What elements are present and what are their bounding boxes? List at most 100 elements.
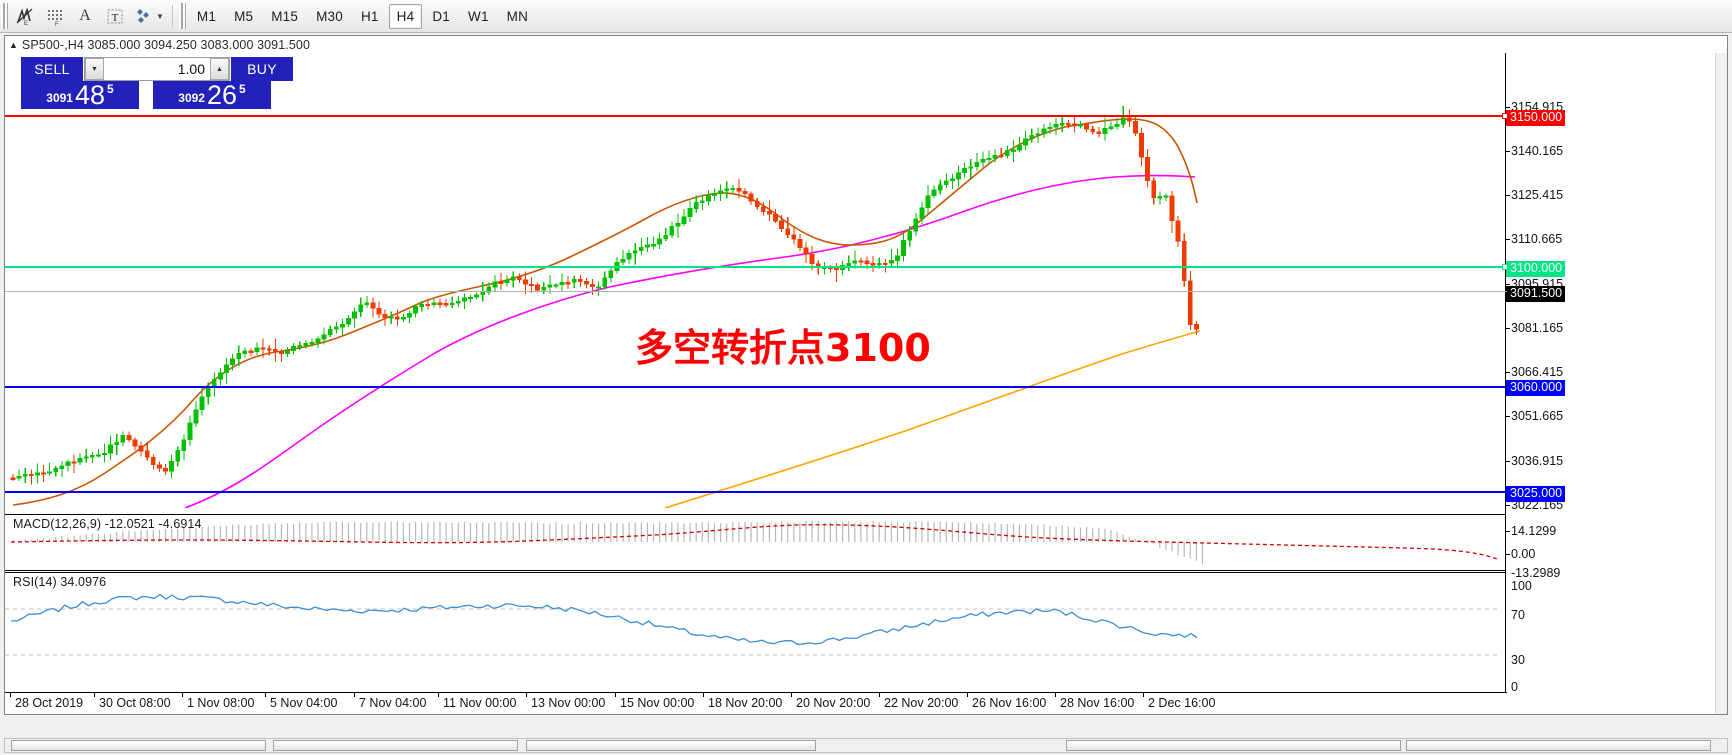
svg-text:F: F — [55, 22, 59, 26]
price-label-3025[interactable]: 3025.000 — [1506, 486, 1566, 502]
one-click-trade-panel: SELL ▼ 1.00 ▲ BUY 3091 48 5 3092 26 5 — [21, 57, 293, 109]
timeframe-toolbar-grip[interactable] — [178, 3, 186, 29]
volume-increment-button[interactable]: ▲ — [210, 58, 229, 80]
scrollbar-segment[interactable] — [1406, 740, 1711, 751]
horizontal-scrollbar[interactable] — [4, 738, 1728, 753]
svg-text:E: E — [24, 21, 28, 26]
time-label: 15 Nov 00:00 — [614, 692, 695, 710]
price-tick: 3125.415 — [1506, 188, 1563, 202]
volume-decrement-button[interactable]: ▼ — [85, 58, 104, 80]
price-tick: 3066.415 — [1506, 365, 1563, 379]
rsi-chart-svg — [5, 593, 1500, 656]
time-label: 30 Oct 08:00 — [94, 692, 171, 710]
time-label: 22 Nov 20:00 — [878, 692, 959, 710]
timeframe-w1[interactable]: W1 — [468, 8, 489, 24]
time-label: 18 Nov 20:00 — [702, 692, 783, 710]
sell-button[interactable]: SELL — [21, 57, 83, 81]
price-tick: 3036.915 — [1506, 454, 1563, 468]
buy-price-fraction: 5 — [239, 82, 246, 96]
rsi-tick: 70 — [1511, 608, 1525, 622]
price-label-3100[interactable]: 3100.000 — [1506, 261, 1566, 277]
time-label: 28 Oct 2019 — [9, 692, 84, 710]
indicators-icon[interactable]: E — [10, 3, 40, 30]
level-line-3100[interactable] — [5, 264, 1508, 270]
price-label-3150[interactable]: 3150.000 — [1506, 110, 1566, 126]
rsi-tick: 100 — [1511, 579, 1532, 593]
level-line-3150[interactable] — [5, 113, 1508, 119]
price-label-3060[interactable]: 3060.000 — [1506, 380, 1566, 396]
grid-icon[interactable]: F — [40, 3, 70, 30]
time-label: 2 Dec 16:00 — [1142, 692, 1216, 710]
price-tick: 3110.665 — [1506, 232, 1562, 246]
rsi-tick: 30 — [1511, 653, 1525, 667]
buy-price-big: 26 — [206, 81, 238, 109]
macd-tick: 14.1299 — [1506, 524, 1556, 538]
time-label: 7 Nov 04:00 — [353, 692, 427, 710]
macd-chart-svg — [10, 521, 1498, 565]
macd-tick: 0.00 — [1506, 547, 1535, 561]
timeframe-m5[interactable]: M5 — [234, 8, 254, 24]
sell-price-prefix: 3091 — [46, 91, 73, 105]
timeframe-mn[interactable]: MN — [506, 8, 529, 24]
scrollbar-segment[interactable] — [273, 740, 518, 751]
rsi-pane[interactable]: RSI(14) 34.0976 — [5, 572, 1507, 704]
buy-button[interactable]: BUY — [231, 57, 293, 81]
trade-panel-price-row: 3091 48 5 3092 26 5 — [21, 81, 293, 109]
price-tick: 3140.165 — [1506, 144, 1563, 158]
scrollbar-segment[interactable] — [11, 740, 266, 751]
time-label: 26 Nov 16:00 — [966, 692, 1047, 710]
macd-tick: -13.2989 — [1511, 566, 1561, 580]
scrollbar-segment[interactable] — [1066, 740, 1401, 751]
price-pane[interactable] — [5, 53, 1507, 508]
vertical-scroll-gutter[interactable] — [1715, 36, 1727, 714]
chart-annotation-text[interactable]: 多空转折点3100 — [635, 326, 931, 370]
time-label: 1 Nov 08:00 — [181, 692, 255, 710]
rsi-label: RSI(14) 34.0976 — [13, 575, 107, 589]
chart-window: ▲ SP500-,H4 3085.000 3094.250 3083.000 3… — [4, 35, 1728, 715]
time-label: 11 Nov 00:00 — [437, 692, 517, 710]
volume-input[interactable]: 1.00 — [177, 61, 205, 77]
buy-price-prefix: 3092 — [178, 91, 205, 105]
sell-price-fraction: 5 — [107, 82, 114, 96]
time-label: 5 Nov 04:00 — [264, 692, 338, 710]
timeframe-m15[interactable]: M15 — [271, 8, 299, 24]
time-label: 20 Nov 20:00 — [790, 692, 871, 710]
shapes-icon[interactable] — [130, 3, 160, 30]
price-tick: 3081.165 — [1506, 321, 1563, 335]
toolbar-divider — [171, 5, 173, 27]
chevron-down-icon[interactable]: ▼ — [156, 11, 164, 21]
price-label-current: 3091.500 — [1506, 286, 1566, 302]
sell-price-display[interactable]: 3091 48 5 — [21, 81, 139, 109]
rsi-tick: 0 — [1511, 680, 1518, 694]
collapse-icon[interactable]: ▲ — [9, 39, 18, 50]
sell-price-big: 48 — [74, 81, 106, 109]
level-line-3025[interactable] — [5, 491, 1507, 493]
time-scale[interactable]: 28 Oct 2019 30 Oct 08:00 1 Nov 08:00 5 N… — [5, 692, 1507, 714]
level-line-current — [5, 291, 1507, 292]
level-line-3060[interactable] — [5, 386, 1507, 388]
timeframe-h1[interactable]: H1 — [360, 8, 379, 24]
symbol-info-bar: ▲ SP500-,H4 3085.000 3094.250 3083.000 3… — [5, 36, 1727, 53]
timeframe-m1[interactable]: M1 — [196, 8, 217, 24]
svg-text:T: T — [112, 12, 119, 24]
scrollbar-segment[interactable] — [526, 740, 816, 751]
time-label: 28 Nov 16:00 — [1054, 692, 1135, 710]
price-scale[interactable]: 3154.915 3140.165 3125.415 3110.665 3095… — [1505, 53, 1715, 704]
main-toolbar: E F A T ▼ M1 M5 M15 M30 H1 H4 D1 W1 MN — [0, 0, 1732, 33]
volume-stepper[interactable]: ▼ 1.00 ▲ — [84, 57, 230, 81]
text-tool-icon[interactable]: A — [79, 7, 91, 24]
price-tick: 3051.665 — [1506, 409, 1563, 423]
level-anchor-3150[interactable] — [1502, 113, 1508, 119]
timeframe-h4[interactable]: H4 — [388, 3, 423, 29]
trade-panel-top-row: SELL ▼ 1.00 ▲ BUY — [21, 57, 293, 81]
timeframe-m30[interactable]: M30 — [316, 8, 343, 24]
timeframe-d1[interactable]: D1 — [432, 8, 450, 24]
time-label: 13 Nov 00:00 — [525, 692, 606, 710]
macd-pane[interactable]: MACD(12,26,9) -12.0521 -4.6914 — [5, 514, 1507, 571]
text-label-icon[interactable]: T — [100, 3, 130, 30]
symbol-ohlc-text: SP500-,H4 3085.000 3094.250 3083.000 309… — [21, 37, 311, 52]
toolbar-grip[interactable] — [1, 3, 8, 29]
level-anchor-3100[interactable] — [1502, 264, 1508, 270]
buy-price-display[interactable]: 3092 26 5 — [153, 81, 271, 109]
